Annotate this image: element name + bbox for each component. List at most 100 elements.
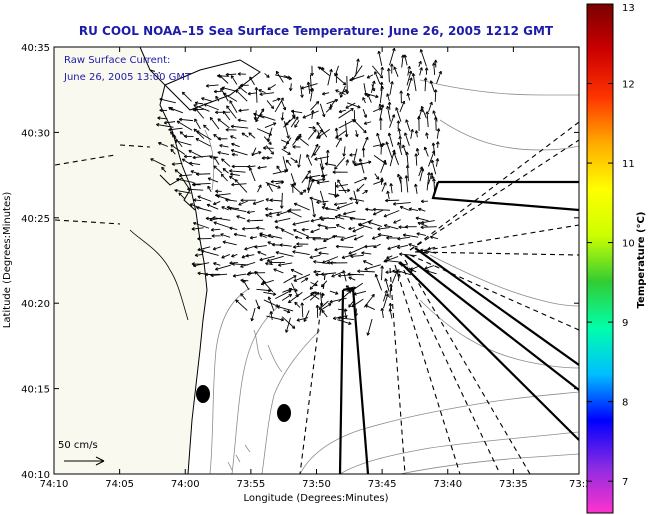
current-vector (217, 150, 230, 156)
current-vector (276, 165, 282, 173)
current-vector (405, 164, 410, 182)
current-vector (238, 108, 249, 113)
current-vector (417, 116, 421, 131)
current-vector (256, 288, 272, 293)
current-vector (372, 207, 390, 212)
current-vector (203, 103, 219, 111)
current-vector (281, 100, 287, 111)
current-vector (281, 293, 293, 301)
current-vector (320, 173, 328, 178)
current-vector (405, 119, 411, 131)
current-vector (399, 252, 417, 257)
current-vector (163, 120, 176, 125)
current-vector (362, 136, 369, 148)
current-vector (345, 285, 354, 291)
current-vector (316, 200, 329, 204)
current-vector (432, 178, 436, 193)
current-vector (266, 315, 285, 322)
current-vector (254, 245, 267, 249)
current-vector (361, 251, 372, 255)
current-vector (269, 311, 274, 321)
current-vector (274, 97, 284, 113)
current-vector (397, 128, 402, 137)
current-vector (268, 211, 282, 216)
current-vector (335, 224, 346, 229)
current-vector (207, 177, 219, 183)
current-vector (319, 190, 326, 207)
current-vector (259, 232, 274, 239)
current-vector (336, 76, 347, 86)
current-vector (296, 317, 309, 322)
x-tick-label: 74:05 (105, 479, 134, 490)
current-vector (379, 104, 385, 119)
current-vector (251, 147, 257, 157)
current-vector (264, 73, 270, 78)
current-vector (266, 255, 284, 263)
current-vector (174, 169, 183, 176)
current-vector (213, 89, 222, 94)
current-vector (264, 122, 277, 128)
current-vector (372, 142, 385, 147)
current-vector (365, 92, 379, 99)
current-vector (300, 302, 305, 318)
current-vector (279, 243, 292, 247)
current-vector (368, 221, 383, 228)
colorbar-tick-label: 12 (622, 80, 635, 91)
current-vector (222, 92, 238, 102)
current-vector (296, 136, 309, 146)
current-vector (329, 290, 339, 295)
current-vector (310, 101, 320, 111)
current-vector (293, 228, 309, 237)
y-tick-label: 40:20 (21, 299, 50, 310)
current-vector (370, 80, 376, 93)
current-vector (184, 134, 194, 139)
current-vector (253, 112, 265, 119)
current-vector (174, 139, 192, 146)
current-vector (338, 89, 348, 95)
current-vector (178, 117, 193, 122)
current-vector (405, 151, 409, 167)
current-vector (374, 173, 380, 180)
current-vector (348, 299, 355, 308)
current-vector (334, 127, 339, 140)
current-vector (407, 65, 411, 76)
current-vector (432, 62, 436, 75)
current-vector (308, 177, 320, 183)
current-vector (406, 70, 413, 86)
current-vector (311, 199, 316, 218)
current-vector (209, 116, 220, 130)
current-vector (411, 73, 417, 92)
colorbar: 13 12 11 10 9 8 7 Temperature (°C) (586, 3, 647, 514)
y-axis-label: Latitude (Degrees:Minutes) (2, 192, 13, 329)
current-vector (355, 58, 360, 77)
y-tick-label: 40:15 (21, 385, 50, 396)
current-vector (382, 293, 389, 309)
current-vector (436, 128, 441, 139)
current-vector (316, 121, 328, 138)
current-vector (339, 85, 346, 98)
current-vector (389, 81, 394, 95)
current-vector (240, 83, 249, 88)
colorbar-tick-label: 8 (622, 398, 628, 409)
current-vector (302, 291, 317, 301)
scale-arrow (64, 456, 105, 466)
current-vector (318, 300, 329, 310)
current-vector (337, 316, 354, 321)
current-vector (424, 265, 435, 270)
y-tick-label: 40:10 (21, 470, 50, 481)
current-vector (337, 319, 352, 325)
current-vector (215, 264, 231, 271)
current-vector (322, 91, 330, 96)
current-vector (293, 274, 311, 282)
current-vector (278, 262, 293, 267)
current-vector (328, 193, 340, 198)
current-vector (404, 224, 417, 229)
current-vector (301, 170, 311, 184)
current-vector (432, 110, 438, 122)
current-vector (390, 63, 394, 74)
current-vector (383, 224, 399, 230)
current-vector (236, 215, 246, 220)
current-vector (377, 233, 393, 238)
radar-beams (54, 69, 579, 474)
current-vector (232, 273, 246, 278)
